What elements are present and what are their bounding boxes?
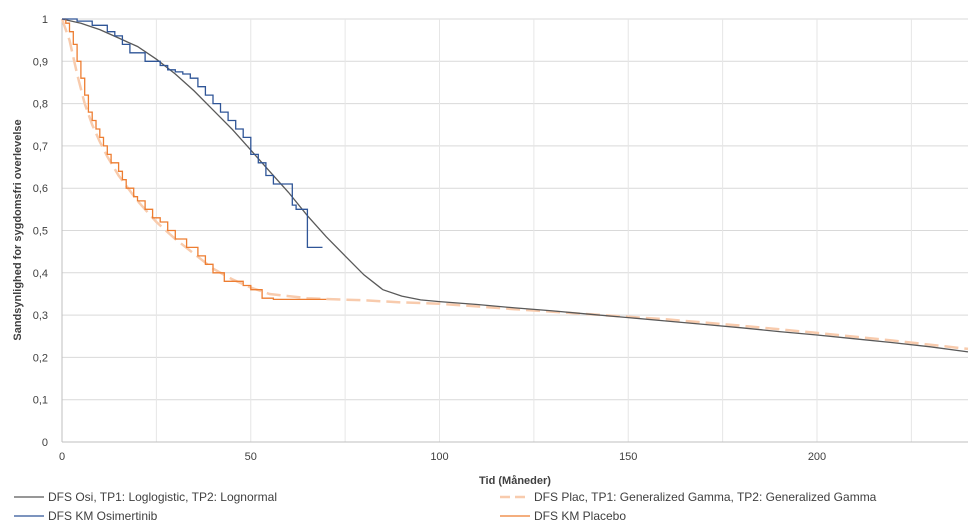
y-tick-label: 0,4 [33,268,48,280]
y-tick-label: 1 [42,14,48,26]
series-line-1 [61,18,969,353]
x-tick-label: 0 [59,451,65,463]
legend-label: DFS KM Placebo [534,509,626,523]
y-tick-label: 0,2 [33,352,48,364]
tick-labels: 0 0,1 0,2 0,3 0,4 0,5 0,6 0,7 0,8 0,9 1 0 50 100 150 20… [33,14,826,463]
y-tick-label: 0,9 [33,56,48,68]
legend: DFS Osi, TP1: Loglogistic, TP2: Lognorma… [14,490,877,523]
x-tick-label: 200 [808,451,826,463]
axes [61,19,968,443]
series-lines [60,18,969,353]
series-line-4 [62,18,327,301]
x-axis-title: Tid (Måneder) [479,475,551,487]
grid-lines [62,18,968,442]
y-tick-label: 0,7 [33,141,48,153]
series-line-2 [60,18,969,351]
legend-label: DFS KM Osimertinib [48,509,158,523]
x-tick-label: 150 [619,451,637,463]
legend-label: DFS Osi, TP1: Loglogistic, TP2: Lognorma… [48,490,277,504]
x-tick-label: 50 [245,451,257,463]
y-tick-label: 0,1 [33,395,48,407]
y-tick-label: 0,8 [33,99,48,111]
y-axis-title: Sandsynlighed for sygdomsfri overlevelse [12,119,24,340]
y-tick-label: 0,6 [33,183,48,195]
y-tick-label: 0,3 [33,310,48,322]
x-tick-label: 100 [430,451,448,463]
y-tick-label: 0 [42,437,48,449]
y-tick-label: 0,5 [33,226,48,238]
series-line-3 [62,18,323,249]
legend-label: DFS Plac, TP1: Generalized Gamma, TP2: G… [534,490,877,504]
